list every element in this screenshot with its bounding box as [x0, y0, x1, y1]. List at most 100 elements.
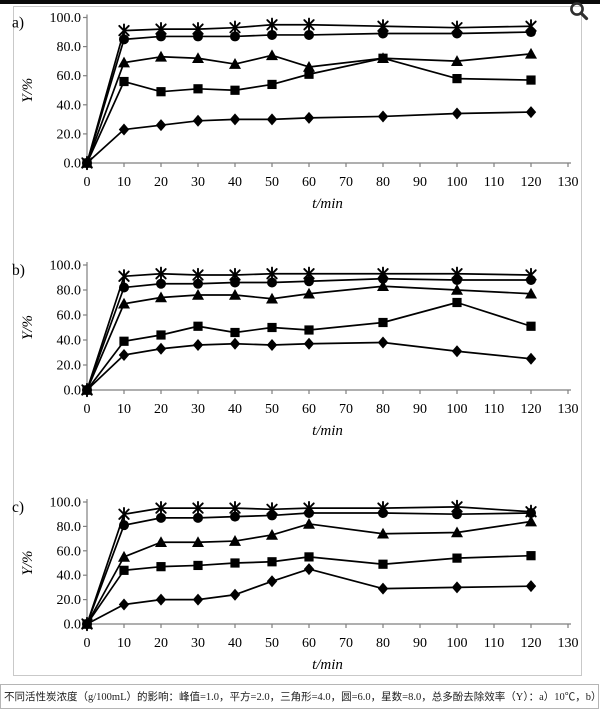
circle-marker: [156, 512, 166, 523]
star-marker: [192, 21, 204, 37]
square-marker: [526, 551, 536, 561]
diamond-marker: [377, 110, 389, 123]
square-marker: [304, 552, 314, 562]
circle-marker: [267, 277, 277, 288]
series-line-circle: [86, 277, 531, 391]
circle-marker: [156, 278, 166, 289]
star-marker: [155, 21, 167, 37]
square-marker: [193, 321, 203, 331]
x-tick-label: 20: [154, 175, 168, 190]
star-marker: [303, 17, 315, 32]
triangle-marker: [377, 527, 389, 539]
star-marker: [118, 23, 130, 38]
triangle-marker: [266, 528, 278, 540]
y-tick-label: 100.0: [50, 259, 82, 274]
star-marker: [377, 266, 389, 281]
x-tick-label: 50: [265, 402, 279, 417]
square-marker: [452, 297, 462, 308]
star-marker: [525, 267, 537, 283]
y-tick-label: 100.0: [50, 496, 82, 511]
diamond-marker: [229, 113, 241, 126]
star-marker: [155, 500, 167, 516]
x-tick-label: 10: [117, 175, 131, 190]
circle-marker: [452, 509, 462, 520]
y-tick-label: 40.0: [57, 98, 82, 113]
square-marker: [304, 325, 314, 335]
triangle-marker: [377, 52, 389, 64]
star-marker: [525, 19, 537, 34]
series-circle: [82, 27, 536, 168]
diamond-marker: [118, 123, 130, 136]
square-marker: [230, 558, 240, 568]
square-marker: [119, 565, 129, 575]
x-tick-label: 60: [302, 402, 316, 417]
diamond-marker: [155, 593, 167, 606]
series-line-circle: [86, 31, 532, 164]
series-line-square: [86, 554, 532, 625]
magnifier-icon[interactable]: [566, 0, 594, 24]
diamond-marker: [451, 581, 463, 594]
square-marker: [378, 317, 388, 328]
star-marker: [266, 266, 278, 281]
star-marker: [81, 382, 93, 398]
circle-marker: [304, 276, 314, 287]
y-tick-label: 100.0: [50, 11, 82, 26]
caption-bar: 不同活性炭浓度（g/100mL）的影响：峰值=1.0，平方=2.0，三角形=4.…: [0, 684, 600, 709]
x-tick-label: 130: [558, 636, 579, 651]
x-tick-label: 0: [84, 402, 91, 417]
series-line-star: [86, 506, 532, 625]
square-marker: [119, 76, 129, 87]
square-marker: [267, 557, 277, 567]
star-marker: [451, 20, 463, 35]
y-tick-label: 20.0: [57, 359, 82, 374]
diamond-marker: [451, 107, 463, 120]
triangle-marker: [303, 517, 315, 529]
series-diamond: [81, 336, 537, 396]
diamond-marker: [377, 582, 389, 595]
series-triangle: [81, 47, 537, 168]
star-marker: [303, 500, 315, 516]
square-marker: [526, 75, 536, 85]
diamond-marker: [155, 342, 167, 355]
series-line-diamond: [86, 341, 532, 391]
series-star: [81, 17, 537, 171]
star-marker: [81, 155, 93, 171]
y-tick-label: 0.0: [64, 384, 82, 399]
star-marker: [266, 17, 278, 32]
triangle-marker: [192, 52, 204, 64]
triangle-marker: [303, 287, 315, 299]
square-marker: [267, 79, 277, 90]
y-tick-label: 0.0: [64, 618, 82, 633]
square-marker: [193, 560, 203, 571]
triangle-marker: [303, 60, 315, 72]
square-marker: [193, 84, 203, 94]
y-tick-label: 60.0: [57, 309, 82, 324]
circle-marker: [267, 29, 277, 40]
x-tick-label: 90: [413, 175, 427, 190]
x-tick-label: 100: [447, 175, 468, 190]
circle-marker: [193, 31, 203, 42]
x-axis-title: t/min: [312, 423, 343, 439]
chart-panel-c: [81, 499, 571, 632]
circle-marker: [378, 28, 388, 39]
square-marker: [156, 87, 166, 97]
circle-marker: [230, 277, 240, 288]
triangle-marker: [192, 536, 204, 548]
triangle-marker: [192, 289, 204, 300]
diamond-marker: [266, 575, 278, 588]
square-marker: [230, 85, 240, 95]
triangle-marker: [118, 550, 130, 562]
series-line-square: [86, 57, 532, 164]
x-tick-label: 70: [339, 402, 353, 417]
square-marker: [452, 553, 462, 563]
y-tick-label: 20.0: [57, 593, 82, 608]
star-marker: [266, 502, 278, 517]
star-marker: [229, 20, 241, 35]
series-diamond: [81, 106, 537, 169]
square-marker: [452, 74, 462, 84]
x-tick-label: 70: [339, 175, 353, 190]
diamond-marker: [377, 336, 389, 349]
x-tick-label: 120: [521, 175, 542, 190]
